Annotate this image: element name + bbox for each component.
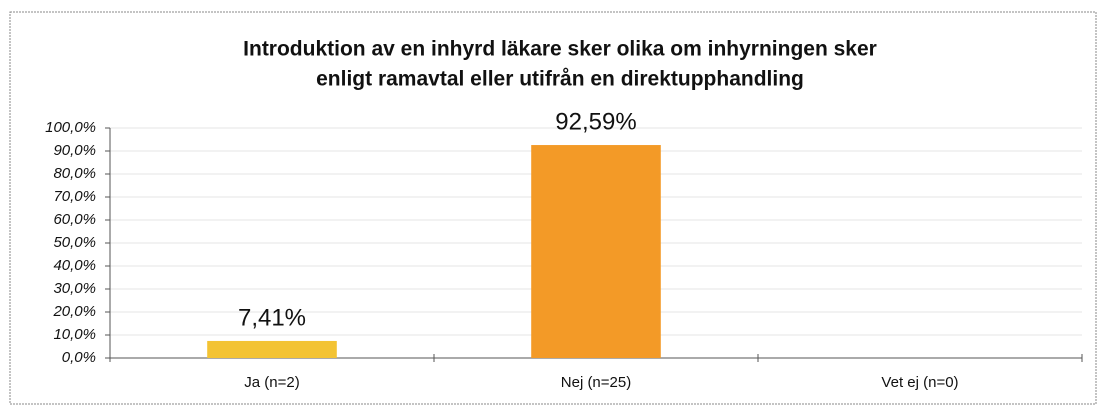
chart-frame — [9, 11, 1097, 405]
chart-title: enligt ramavtal eller utifrån en direktu… — [316, 68, 804, 91]
y-tick-label: 40,0% — [53, 257, 96, 274]
y-tick-label: 90,0% — [53, 142, 96, 159]
y-tick-label: 100,0% — [45, 119, 96, 136]
value-label: 92,59% — [555, 108, 636, 135]
x-tick-label: Vet ej (n=0) — [881, 374, 958, 391]
y-tick-label: 30,0% — [53, 280, 96, 297]
y-tick-label: 10,0% — [53, 326, 96, 343]
y-tick-label: 0,0% — [62, 349, 96, 366]
y-tick-label: 70,0% — [53, 188, 96, 205]
y-tick-label: 80,0% — [53, 165, 96, 182]
bar — [531, 145, 661, 358]
chart-title: Introduktion av en inhyrd läkare sker ol… — [243, 38, 877, 61]
x-tick-label: Ja (n=2) — [244, 374, 299, 391]
bar — [207, 340, 337, 358]
x-tick-label: Nej (n=25) — [561, 374, 631, 391]
y-tick-label: 60,0% — [53, 211, 96, 228]
y-tick-label: 50,0% — [53, 234, 96, 251]
value-label: 7,41% — [238, 304, 306, 331]
y-tick-label: 20,0% — [52, 303, 96, 320]
